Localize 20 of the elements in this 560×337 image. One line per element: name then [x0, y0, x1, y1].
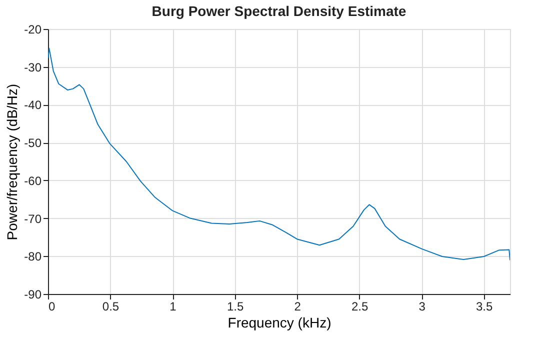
y-tick-label: -20	[24, 22, 42, 36]
y-tick-label: -60	[24, 174, 42, 188]
y-tick-label: -50	[24, 136, 42, 150]
x-tick-label: 2	[294, 300, 302, 314]
y-tick-label: -80	[24, 250, 42, 264]
line-series	[48, 48, 510, 261]
x-axis-title: Frequency (kHz)	[228, 314, 332, 330]
y-tick-label: -30	[24, 60, 42, 74]
x-tick-label: 0	[48, 300, 56, 314]
y-tick-label: -40	[24, 98, 42, 112]
x-tick-label: 3.5	[476, 300, 494, 314]
x-tick-label: 0.5	[102, 300, 120, 314]
x-tick-label: 2.5	[351, 300, 368, 314]
y-tick-label: -70	[24, 212, 42, 226]
chart-title: Burg Power Spectral Density Estimate	[152, 3, 406, 19]
y-axis-title: Power/frequency (dB/Hz)	[4, 84, 20, 240]
x-tick-label: 1.5	[226, 300, 244, 314]
y-tick-label: -90	[24, 288, 42, 302]
x-tick-label: 1	[170, 300, 177, 314]
x-tick-label: 3	[418, 300, 426, 314]
